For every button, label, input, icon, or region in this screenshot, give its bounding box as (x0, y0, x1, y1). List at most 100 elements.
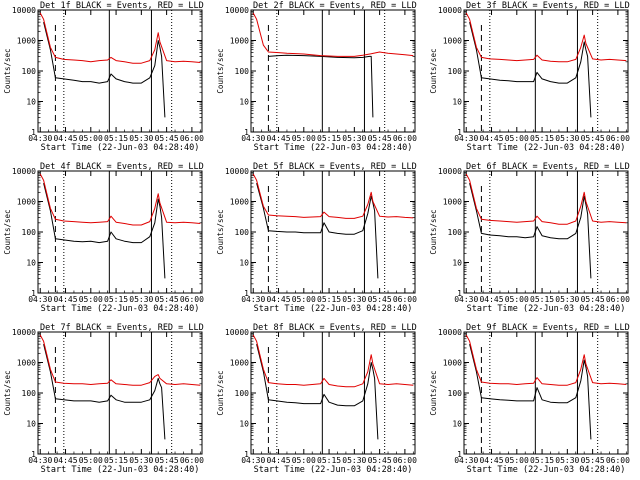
x-tick-label: 05:15 (104, 295, 128, 304)
x-tick-label: 05:15 (317, 456, 341, 465)
series-line-events (256, 343, 379, 440)
x-tick-label: 04:30 (454, 456, 478, 465)
series-line-lld (465, 173, 627, 225)
y-tick-label: 10000 (438, 328, 462, 337)
x-tick-label: 05:45 (155, 456, 179, 465)
series-line-events (43, 343, 166, 440)
x-tick-label: 04:45 (53, 456, 77, 465)
plot-frame (250, 170, 416, 294)
x-tick-label: 05:45 (581, 456, 605, 465)
plot-frame (37, 331, 203, 455)
x-tick-label: 05:00 (292, 295, 316, 304)
x-tick-label: 05:45 (155, 295, 179, 304)
y-axis-label: Counts/sec (3, 370, 12, 415)
y-tick-label: 1000 (443, 359, 462, 368)
plot-frame (463, 170, 629, 294)
y-tick-label: 1000 (230, 37, 249, 46)
x-tick-label: 05:15 (530, 456, 554, 465)
x-tick-label: 05:30 (129, 295, 153, 304)
x-tick-label: 05:30 (342, 295, 366, 304)
x-tick-label: 06:00 (180, 456, 204, 465)
y-tick-label: 1 (244, 450, 249, 459)
y-tick-label: 1000 (230, 359, 249, 368)
x-tick-label: 05:15 (530, 295, 554, 304)
y-tick-label: 10 (239, 420, 249, 429)
chart-title: Det 8f BLACK = Events, RED = LLD (253, 323, 417, 333)
x-tick-label: 05:30 (129, 456, 153, 465)
y-tick-label: 100 (22, 228, 37, 237)
x-tick-label: 05:45 (368, 456, 392, 465)
x-tick-label: 05:30 (555, 456, 579, 465)
chart-title: Det 9f BLACK = Events, RED = LLD (466, 323, 630, 333)
y-axis-label: Counts/sec (216, 48, 225, 93)
chart-panel-2: Det 2f BLACK = Events, RED = LLD 1 10 100 10… (216, 1, 417, 153)
y-tick-label: 1000 (17, 198, 36, 207)
x-tick-label: 05:15 (317, 295, 341, 304)
y-tick-label: 10 (452, 98, 462, 107)
x-tick-label: 05:30 (129, 134, 153, 143)
y-tick-label: 10 (239, 259, 249, 268)
x-tick-label: 04:45 (479, 456, 503, 465)
series-line-events (469, 343, 592, 440)
x-tick-label: 05:00 (79, 134, 103, 143)
y-axis-label: Counts/sec (3, 48, 12, 93)
x-tick-label: 05:15 (104, 456, 128, 465)
x-axis-label: Start Time (22-Jun-03 04:28:40) (467, 465, 626, 475)
y-tick-label: 10000 (12, 328, 36, 337)
x-axis-label: Start Time (22-Jun-03 04:28:40) (467, 304, 626, 314)
y-tick-label: 100 (235, 67, 250, 76)
x-axis-label: Start Time (22-Jun-03 04:28:40) (254, 465, 413, 475)
x-tick-label: 06:00 (393, 295, 417, 304)
series-line-events (469, 182, 592, 279)
x-tick-label: 06:00 (180, 295, 204, 304)
y-tick-label: 1 (31, 450, 36, 459)
x-tick-label: 04:30 (454, 295, 478, 304)
plot-frame (463, 9, 629, 133)
x-axis-label: Start Time (22-Jun-03 04:28:40) (41, 143, 200, 153)
series-line-lld (39, 12, 201, 64)
chart-title: Det 4f BLACK = Events, RED = LLD (40, 162, 204, 172)
chart-panel-5: Det 5f BLACK = Events, RED = LLD 1 10 100 10… (216, 162, 417, 314)
plot-frame (37, 9, 203, 133)
chart-panel-1: Det 1f BLACK = Events, RED = LLD 1 10 100 10… (3, 1, 204, 153)
y-axis-label: Counts/sec (216, 370, 225, 415)
y-tick-label: 1000 (17, 37, 36, 46)
y-tick-label: 100 (235, 228, 250, 237)
y-axis-label: Counts/sec (429, 48, 438, 93)
y-tick-label: 100 (448, 389, 463, 398)
x-tick-label: 06:00 (393, 456, 417, 465)
x-tick-label: 04:30 (241, 295, 265, 304)
x-tick-label: 06:00 (606, 456, 630, 465)
x-axis-label: Start Time (22-Jun-03 04:28:40) (41, 304, 200, 314)
y-tick-label: 1 (457, 128, 462, 137)
x-tick-label: 05:00 (79, 456, 103, 465)
x-tick-label: 06:00 (180, 134, 204, 143)
y-tick-label: 100 (235, 389, 250, 398)
series-line-events (268, 54, 374, 118)
series-line-lld (465, 12, 627, 63)
x-tick-label: 04:30 (241, 134, 265, 143)
y-tick-label: 100 (22, 67, 37, 76)
x-tick-label: 06:00 (606, 295, 630, 304)
x-tick-label: 04:45 (53, 134, 77, 143)
chart-panel-9: Det 9f BLACK = Events, RED = LLD 1 10 100 10… (429, 323, 630, 475)
y-tick-label: 10 (26, 98, 36, 107)
series-line-lld (252, 334, 414, 388)
chart-panel-3: Det 3f BLACK = Events, RED = LLD 1 10 100 10… (429, 1, 630, 153)
x-tick-label: 04:30 (28, 295, 52, 304)
y-tick-label: 10000 (225, 6, 249, 15)
y-tick-label: 1000 (230, 198, 249, 207)
y-tick-label: 100 (448, 228, 463, 237)
y-tick-label: 1 (457, 289, 462, 298)
y-tick-label: 1000 (443, 37, 462, 46)
x-tick-label: 04:45 (266, 456, 290, 465)
chart-panel-8: Det 8f BLACK = Events, RED = LLD 1 10 100 10… (216, 323, 417, 475)
x-tick-label: 05:45 (155, 134, 179, 143)
series-line-lld (39, 173, 201, 226)
y-tick-label: 10 (452, 420, 462, 429)
x-tick-label: 05:00 (505, 295, 529, 304)
x-axis-label: Start Time (22-Jun-03 04:28:40) (41, 465, 200, 475)
chart-title: Det 6f BLACK = Events, RED = LLD (466, 162, 630, 172)
x-tick-label: 05:15 (104, 134, 128, 143)
y-axis-label: Counts/sec (429, 370, 438, 415)
